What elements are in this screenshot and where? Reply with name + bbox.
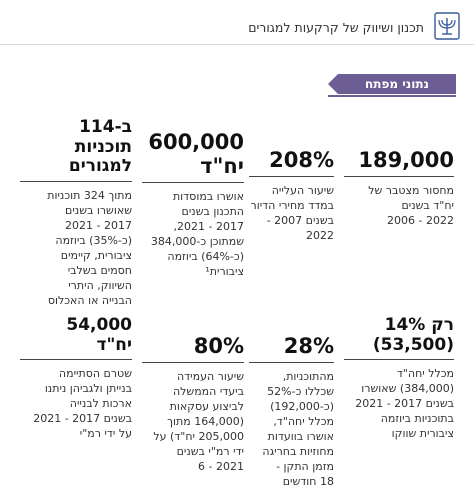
stat-value: 189,000 bbox=[358, 148, 454, 172]
menorah-emblem-icon bbox=[434, 12, 460, 40]
stat-divider bbox=[344, 359, 454, 361]
header-divider bbox=[0, 44, 474, 45]
stat-value: 28% bbox=[283, 334, 334, 358]
stat-description: מתוך 324 תוכניות שאושרו בשנים 2017 - 202… bbox=[47, 188, 132, 307]
stat-description: מחסור מצטבר של יח"ד בשנים 2022 - 2006 bbox=[368, 184, 454, 228]
stat-value: ב-114 תוכניות למגורים bbox=[68, 117, 132, 177]
stat-housing-shortage: 189,000 מחסור מצטבר של יח"ד בשנים 2022 -… bbox=[344, 148, 454, 228]
stat-divider bbox=[20, 359, 132, 361]
stat-value: 54,000 יח"ד bbox=[66, 315, 132, 355]
stat-description: שיעור העלייה במדד מחירי הדיור בשנים 2007… bbox=[250, 184, 334, 243]
header-title: תכנון ושיווק של קרקעות למגורים bbox=[248, 20, 424, 35]
stat-marketed-units: רק 14% (53,500) מכלל יחה"ד (384,000) שאו… bbox=[344, 315, 454, 441]
stat-divider bbox=[344, 176, 454, 178]
stat-divider bbox=[142, 362, 244, 364]
stat-divider bbox=[249, 362, 334, 364]
stat-divider bbox=[249, 176, 334, 178]
stat-unfinished-construction: 54,000 יח"ד שטרם הסתיימה בנייתן ולגביהן … bbox=[20, 315, 132, 441]
section-label: נתוני מפתח bbox=[328, 74, 456, 94]
stat-delayed-approvals: 28% מהתוכניות, שכללו כ-52% (כ-192,000) מ… bbox=[249, 334, 334, 489]
stat-government-targets: 80% שיעור העמידה ביעדי הממשלה לביצוע עסק… bbox=[142, 334, 244, 474]
stat-description: מכלל יחה"ד (384,000) שאושרו בשנים 2017 -… bbox=[355, 367, 454, 441]
stat-description: שיעור העמידה ביעדי הממשלה לביצוע עסקאות … bbox=[153, 370, 244, 474]
stat-description: מהתוכניות, שכללו כ-52% (כ-192,000) מכלל … bbox=[262, 370, 334, 489]
stat-value: רק 14% (53,500) bbox=[372, 315, 454, 355]
stat-price-increase: 208% שיעור העלייה במדד מחירי הדיור בשנים… bbox=[249, 148, 334, 243]
stat-value: 600,000 יח"ד bbox=[148, 130, 244, 179]
page-header: תכנון ושיווק של קרקעות למגורים bbox=[0, 0, 474, 52]
section-divider bbox=[328, 95, 456, 97]
stat-blocked-plans: ב-114 תוכניות למגורים מתוך 324 תוכניות ש… bbox=[20, 117, 132, 308]
stat-value: 80% bbox=[193, 334, 244, 358]
stat-approved-units: 600,000 יח"ד אושרו במוסדות התכנון בשנים … bbox=[142, 130, 244, 279]
stat-description: אושרו במוסדות התכנון בשנים 2017 - 2021, … bbox=[150, 190, 244, 279]
stat-divider bbox=[20, 180, 132, 182]
stat-description: שטרם הסתיימה בנייתן ולגביהן ניתנו ארכות … bbox=[33, 367, 132, 441]
stat-divider bbox=[142, 182, 244, 184]
stat-value: 208% bbox=[269, 148, 334, 172]
